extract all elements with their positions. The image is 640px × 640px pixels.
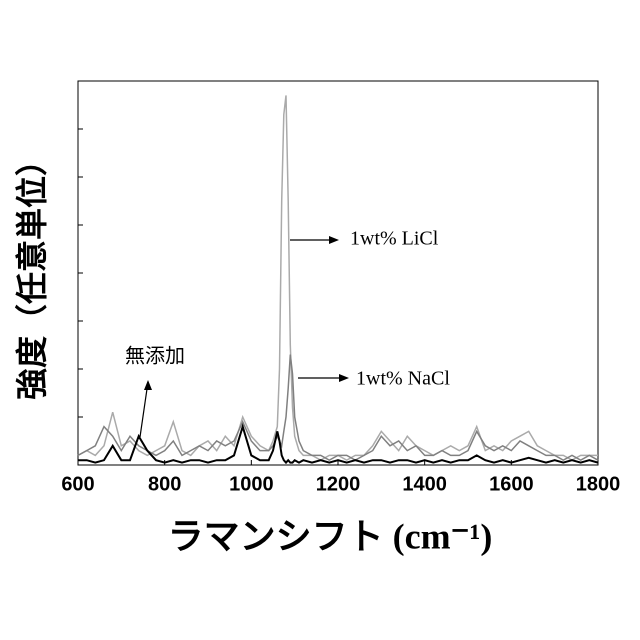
x-tick-label: 1800	[576, 473, 621, 495]
plot-frame	[78, 81, 598, 465]
series-line	[78, 427, 598, 463]
series-line	[78, 355, 598, 461]
series-line	[78, 95, 598, 460]
x-tick-label: 1200	[316, 473, 361, 495]
annotation-arrow	[140, 382, 148, 437]
x-tick-label: 1600	[489, 473, 534, 495]
series-annotation: 1wt% NaCl	[356, 368, 450, 390]
x-tick-label: 1000	[229, 473, 274, 495]
arrow-head	[144, 380, 152, 390]
x-tick-label: 800	[148, 473, 181, 495]
x-tick-label: 600	[61, 473, 94, 495]
y-axis-label: 強度（任意単位）	[13, 144, 51, 400]
x-axis-label: ラマンシフト (cm⁻¹)	[168, 516, 493, 556]
series-annotation: 無添加	[125, 344, 185, 368]
arrow-head	[329, 236, 339, 244]
chart: ラマンシフト (cm⁻¹) 強度（任意単位） 600 800 1000 1200 140…	[0, 0, 640, 640]
x-tick-label: 1400	[402, 473, 447, 495]
arrow-head	[339, 374, 349, 382]
series-annotation: 1wt% LiCl	[350, 228, 439, 250]
